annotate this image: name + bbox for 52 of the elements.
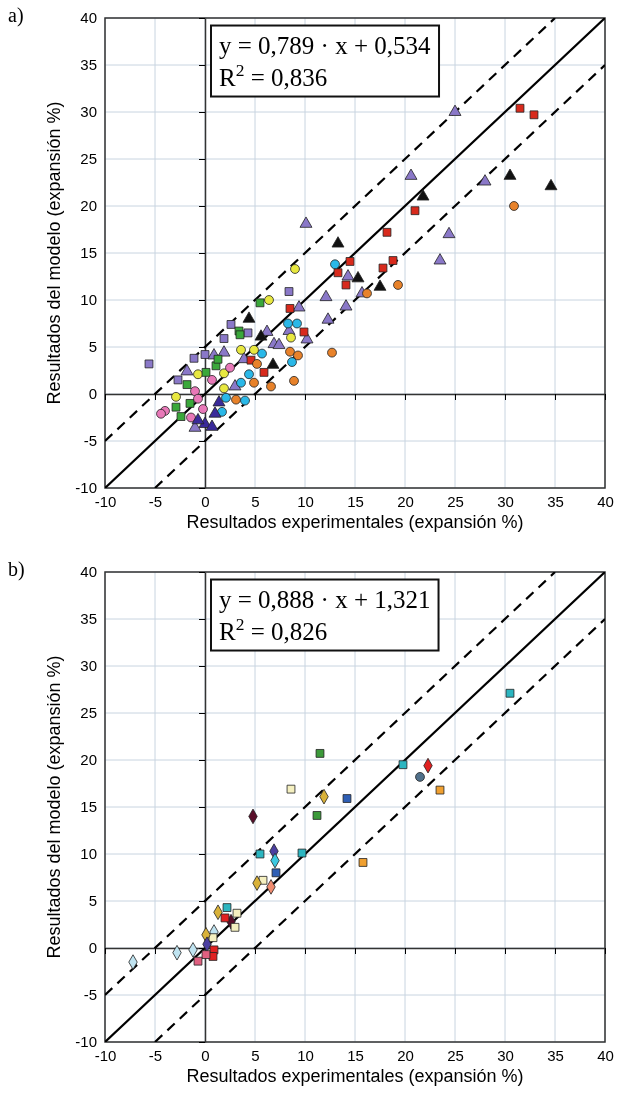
- y-tick-label: 20: [80, 197, 97, 215]
- annotation: y = 0,789 · x + 0,534: [219, 31, 432, 59]
- x-tick-label: 5: [251, 492, 260, 510]
- x-tick-label: 30: [497, 1046, 514, 1064]
- y-tick-label: 0: [88, 939, 97, 957]
- annotation: R$^{2}$ = 0,836: [219, 59, 328, 91]
- x-tick-label: 40: [597, 1046, 614, 1064]
- x-tick-label: 0: [201, 1046, 210, 1064]
- x-tick-label: 35: [547, 492, 564, 510]
- y-tick-label: 30: [80, 103, 97, 121]
- y-tick-label: -5: [83, 432, 97, 450]
- y-tick-label: 20: [80, 751, 97, 769]
- x-tick-label: 15: [347, 492, 364, 510]
- y-tick-label: 10: [80, 845, 97, 863]
- x-tick-label: -5: [148, 1046, 163, 1064]
- y-tick-label: -5: [83, 986, 97, 1004]
- y-tick-label: 10: [80, 291, 97, 309]
- y-axis-title: Resultados del modelo (expansión %): [44, 101, 64, 405]
- chart-title: b): [8, 558, 25, 581]
- annotation: R$^{2}$ = 0,826: [219, 613, 328, 645]
- y-tick-label: 15: [80, 798, 97, 816]
- y-tick-label: 30: [80, 657, 97, 675]
- y-tick-label: 5: [88, 892, 97, 910]
- y-tick-label: -10: [75, 479, 97, 497]
- x-tick-label: 40: [597, 492, 614, 510]
- x-tick-label: 25: [447, 492, 464, 510]
- y-tick-label: 5: [88, 338, 97, 356]
- y-tick-label: 40: [80, 563, 97, 581]
- y-tick-label: 25: [80, 704, 97, 722]
- x-axis-title: Resultados experimentales (expansión %): [186, 512, 524, 532]
- annotation: y = 0,888 · x + 1,321: [219, 585, 431, 613]
- y-tick-label: 25: [80, 150, 97, 168]
- x-tick-label: 15: [347, 1046, 364, 1064]
- x-tick-label: 0: [201, 492, 210, 510]
- x-tick-label: 30: [497, 492, 514, 510]
- x-tick-label: 20: [397, 1046, 414, 1064]
- x-tick-label: -5: [148, 492, 163, 510]
- y-tick-label: -10: [75, 1033, 97, 1051]
- y-tick-label: 35: [80, 610, 97, 628]
- x-tick-label: 5: [251, 1046, 260, 1064]
- chart-title: a): [8, 4, 24, 27]
- x-axis-title: Resultados experimentales (expansión %): [186, 1066, 524, 1086]
- y-tick-label: 40: [80, 9, 97, 27]
- x-tick-label: 35: [547, 1046, 564, 1064]
- x-tick-label: 10: [297, 1046, 314, 1064]
- y-tick-label: 15: [80, 244, 97, 262]
- y-tick-label: 0: [88, 385, 97, 403]
- x-tick-label: 25: [447, 1046, 464, 1064]
- y-axis-title: Resultados del modelo (expansión %): [44, 655, 64, 959]
- x-tick-label: 10: [297, 492, 314, 510]
- x-tick-label: 20: [397, 492, 414, 510]
- y-tick-label: 35: [80, 56, 97, 74]
